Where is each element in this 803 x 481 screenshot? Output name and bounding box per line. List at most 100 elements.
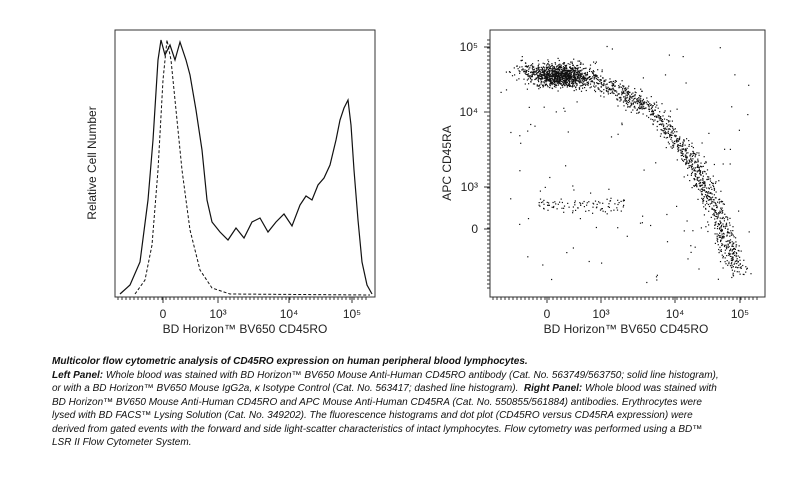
dot: [549, 85, 551, 87]
dot: [562, 74, 564, 76]
dot: [509, 71, 511, 73]
dot: [551, 81, 553, 83]
dot: [636, 112, 638, 114]
dot: [715, 197, 717, 199]
dot: [585, 74, 587, 76]
dot: [574, 76, 576, 78]
dot: [576, 69, 578, 71]
dot: [710, 216, 712, 218]
dot: [694, 246, 696, 248]
dot: [648, 108, 650, 110]
dot: [559, 75, 561, 77]
dot: [563, 62, 565, 64]
dot: [664, 131, 666, 133]
dot: [595, 74, 597, 76]
dot: [560, 79, 562, 81]
dot: [669, 120, 671, 122]
dot: [592, 212, 594, 214]
dot: [732, 266, 734, 268]
dot: [569, 80, 571, 82]
dot: [698, 183, 700, 185]
dot: [673, 140, 676, 142]
dot: [693, 179, 696, 181]
dot: [673, 142, 675, 145]
dot: [549, 78, 551, 80]
dot: [685, 158, 687, 160]
dot: [714, 211, 716, 213]
dot: [560, 83, 562, 85]
dot: [539, 84, 541, 86]
dot: [704, 184, 706, 187]
dot: [592, 76, 594, 78]
dot: [546, 77, 548, 79]
dot: [618, 85, 620, 87]
dot: [602, 84, 605, 86]
dot: [640, 102, 642, 104]
dot: [700, 174, 702, 176]
dot: [690, 161, 692, 163]
dot: [544, 69, 546, 71]
dot: [621, 92, 623, 94]
dot: [721, 244, 723, 247]
dot: [716, 237, 718, 239]
dot: [574, 204, 576, 206]
dot: [544, 80, 546, 82]
dot: [641, 100, 643, 102]
dot: [639, 105, 641, 107]
dot: [579, 73, 581, 75]
dot: [581, 78, 583, 80]
dot: [713, 214, 716, 216]
dot: [630, 102, 632, 104]
solid-histogram: [119, 39, 373, 295]
dot: [659, 111, 661, 113]
dot: [634, 94, 636, 96]
dot: [573, 80, 575, 82]
dot: [735, 241, 737, 243]
dot: [717, 244, 719, 246]
dot: [654, 103, 656, 105]
dot: [678, 147, 680, 149]
dot: [657, 116, 659, 118]
dot: [593, 74, 595, 77]
dot: [716, 207, 718, 209]
dot: [557, 76, 559, 78]
dot: [631, 100, 633, 102]
dot: [639, 96, 641, 98]
dot: [534, 125, 536, 127]
dot: [680, 144, 682, 147]
dot: [682, 143, 684, 146]
dot: [724, 213, 726, 215]
dot: [580, 80, 582, 82]
dot: [731, 259, 734, 261]
dot: [718, 202, 720, 204]
dot: [537, 79, 539, 81]
dot: [736, 259, 738, 261]
dot: [565, 73, 568, 75]
dot: [583, 200, 585, 203]
dot: [727, 217, 729, 219]
dot: [652, 110, 654, 112]
dot: [708, 210, 710, 212]
dot: [564, 65, 566, 67]
dot: [636, 109, 638, 111]
dot: [561, 72, 563, 74]
dot: [704, 186, 706, 188]
dot: [691, 168, 693, 170]
dot: [721, 210, 723, 212]
dot: [735, 256, 737, 258]
dot: [578, 87, 581, 89]
dot: [692, 230, 694, 232]
dot: [606, 83, 608, 85]
dot: [731, 106, 733, 108]
dot: [697, 166, 699, 168]
dot: [568, 77, 570, 79]
dot: [529, 67, 531, 69]
dot: [547, 77, 549, 79]
dot: [600, 208, 602, 210]
dot: [713, 194, 715, 196]
dot: [625, 94, 627, 96]
dot: [558, 69, 560, 71]
dot: [564, 84, 566, 86]
dot: [558, 68, 560, 70]
dot: [549, 84, 551, 86]
